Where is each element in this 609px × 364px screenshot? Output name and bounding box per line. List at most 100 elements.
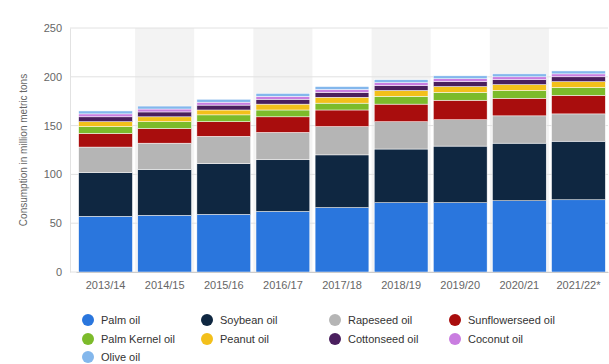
bar-segment [256, 99, 310, 104]
bar-segment [138, 106, 192, 109]
legend-label: Soybean oil [220, 314, 278, 326]
bar-segment [197, 122, 251, 137]
bar-segment [79, 111, 133, 114]
tick-label: 2013/14 [86, 279, 126, 291]
legend-marker [201, 333, 213, 345]
bar-segment [433, 92, 487, 100]
grid [70, 28, 608, 272]
bar-segment [197, 214, 251, 272]
bar-segment [315, 127, 369, 155]
bar-segment [315, 155, 369, 208]
bar-segment [433, 87, 487, 93]
tick-label: 2021/22* [556, 279, 601, 291]
background-band [490, 28, 549, 272]
bar-segment [79, 114, 133, 117]
bar-segment [315, 103, 369, 110]
bar-segment [552, 95, 606, 114]
tick-label: 2014/15 [145, 279, 185, 291]
tick: 200 [44, 71, 70, 83]
axis-line [77, 272, 609, 273]
legend-label: Palm Kernel oil [101, 333, 175, 345]
bar-segment [138, 129, 192, 144]
tick: 2013/14 [86, 272, 126, 291]
bar-segment [315, 97, 369, 103]
legend-item: Rapeseed oil [329, 314, 412, 326]
legend-item: Palm Kernel oil [82, 333, 175, 345]
tick: 2014/15 [145, 272, 185, 291]
series [79, 71, 606, 114]
legend-item: Peanut oil [201, 333, 269, 345]
axis-line [70, 29, 71, 273]
legend-item: Coconut oil [449, 333, 523, 345]
bar-segment [374, 83, 428, 86]
bar-segment [197, 110, 251, 115]
tick-label: 2019/20 [440, 279, 480, 291]
bar-segment [256, 110, 310, 117]
bar-segment [552, 88, 606, 96]
background-band [372, 28, 431, 272]
bar-segment [197, 136, 251, 163]
tick-label: 200 [44, 71, 62, 83]
bar-segment [256, 160, 310, 212]
series [79, 82, 606, 127]
bar-segment [256, 104, 310, 110]
bars [79, 71, 606, 272]
tick: 2017/18 [322, 272, 362, 291]
legend-marker [82, 351, 94, 363]
bar-segment [433, 120, 487, 146]
tick: 150 [44, 120, 70, 132]
bar-segment [433, 146, 487, 203]
series [79, 95, 606, 147]
tick: 2021/22* [556, 272, 601, 291]
bar-segment [374, 122, 428, 149]
legend-label: Sunflowerseed oil [468, 314, 555, 326]
grid-line [70, 28, 608, 29]
tick: 100 [44, 168, 70, 180]
background-bands [135, 28, 549, 272]
bar-segment [197, 115, 251, 122]
y-axis-title: Consumption in million metric tons [18, 74, 29, 226]
bar-segment [315, 87, 369, 90]
bar-segment [374, 86, 428, 91]
bar-segment [197, 99, 251, 102]
bar-segment [374, 90, 428, 96]
bar-segment [79, 122, 133, 127]
bar-segment [552, 141, 606, 200]
bar-segment [433, 100, 487, 120]
bar-segment [138, 215, 192, 272]
chart: 0501001502002502013/142014/152015/162016… [0, 0, 609, 364]
tick-label: 0 [56, 266, 62, 278]
legend-item: Olive oil [82, 351, 140, 363]
bar-segment [315, 92, 369, 97]
tick-label: 2015/16 [204, 279, 244, 291]
bar-segment [433, 79, 487, 82]
bar-segment [433, 82, 487, 87]
legend-label: Coconut oil [468, 333, 523, 345]
bar-segment [79, 172, 133, 216]
bar-segment [197, 102, 251, 105]
legend-marker [82, 314, 94, 326]
bar-segment [492, 201, 546, 272]
legend-marker [449, 314, 461, 326]
tick-label: 2017/18 [322, 279, 362, 291]
bar-segment [256, 211, 310, 272]
tick-label: 50 [50, 217, 62, 229]
legend-item: Cottonseed oil [329, 333, 418, 345]
legend-marker [82, 333, 94, 345]
legend-marker [201, 314, 213, 326]
tick: 0 [56, 266, 70, 278]
series [79, 88, 606, 134]
bar-segment [138, 109, 192, 112]
legend-item: Sunflowerseed oil [449, 314, 555, 326]
background-band [135, 28, 194, 272]
bar-segment [315, 89, 369, 92]
bar-segment [315, 208, 369, 272]
bar-segment [374, 96, 428, 104]
bar-segment [374, 80, 428, 83]
y-axis: 050100150200250 [44, 22, 71, 278]
bar-segment [552, 200, 606, 272]
tick: 2016/17 [263, 272, 303, 291]
legend-label: Rapeseed oil [348, 314, 412, 326]
bar-segment [492, 116, 546, 143]
bar-segment [197, 105, 251, 110]
